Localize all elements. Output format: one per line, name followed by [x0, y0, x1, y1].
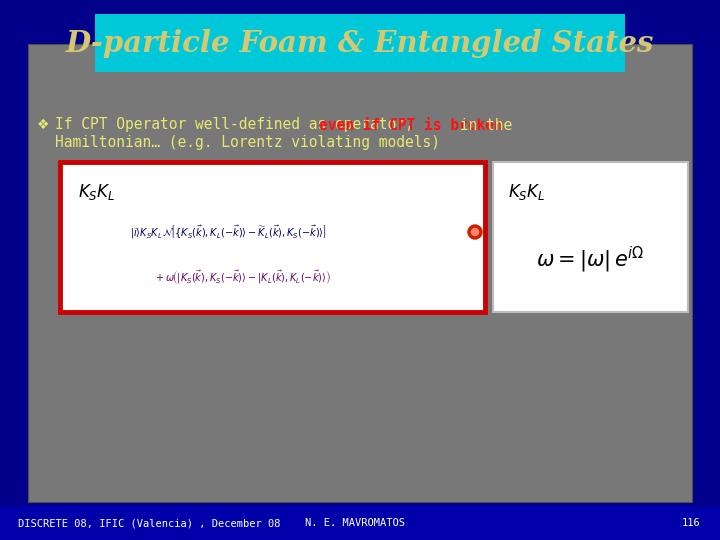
Text: D-particle Foam & Entangled States: D-particle Foam & Entangled States	[66, 29, 654, 57]
Bar	[28, 44, 692, 502]
Text: in the: in the	[451, 118, 512, 132]
Text: N. E. MAVROMATOS: N. E. MAVROMATOS	[305, 518, 405, 528]
Text: ❖: ❖	[37, 118, 49, 132]
Circle shape	[468, 225, 482, 239]
Bar	[60, 162, 485, 312]
Circle shape	[472, 228, 479, 235]
Text: $K_S K_L$: $K_S K_L$	[508, 182, 546, 202]
Text: DISCRETE 08, IFIC (Valencia) , December 08: DISCRETE 08, IFIC (Valencia) , December …	[18, 518, 281, 528]
Text: 116: 116	[681, 518, 700, 528]
Bar	[0, 506, 720, 540]
Text: $|i\rangle K_S K_L\, \mathcal{N}\!\left[\{K_S(\vec{k}), K_L(-\vec{k})\rangle - \: $|i\rangle K_S K_L\, \mathcal{N}\!\left[…	[130, 224, 327, 241]
Text: $+ \;\omega\!\left(|K_S(\vec{k}), K_S(-\vec{k})\rangle - |K_L(\vec{k}), K_L(-\ve: $+ \;\omega\!\left(|K_S(\vec{k}), K_S(-\…	[155, 269, 331, 287]
Bar	[493, 162, 688, 312]
Text: Hamiltonian… (e.g. Lorentz violating models): Hamiltonian… (e.g. Lorentz violating mod…	[55, 136, 440, 151]
Text: $\omega = |\omega|\,e^{i\Omega}$: $\omega = |\omega|\,e^{i\Omega}$	[536, 245, 644, 275]
Bar	[95, 14, 625, 72]
Text: If CPT Operator well-defined as operator,: If CPT Operator well-defined as operator…	[55, 118, 423, 132]
Text: even if CPT is broken: even if CPT is broken	[319, 118, 503, 132]
Text: $K_S K_L$: $K_S K_L$	[78, 182, 115, 202]
